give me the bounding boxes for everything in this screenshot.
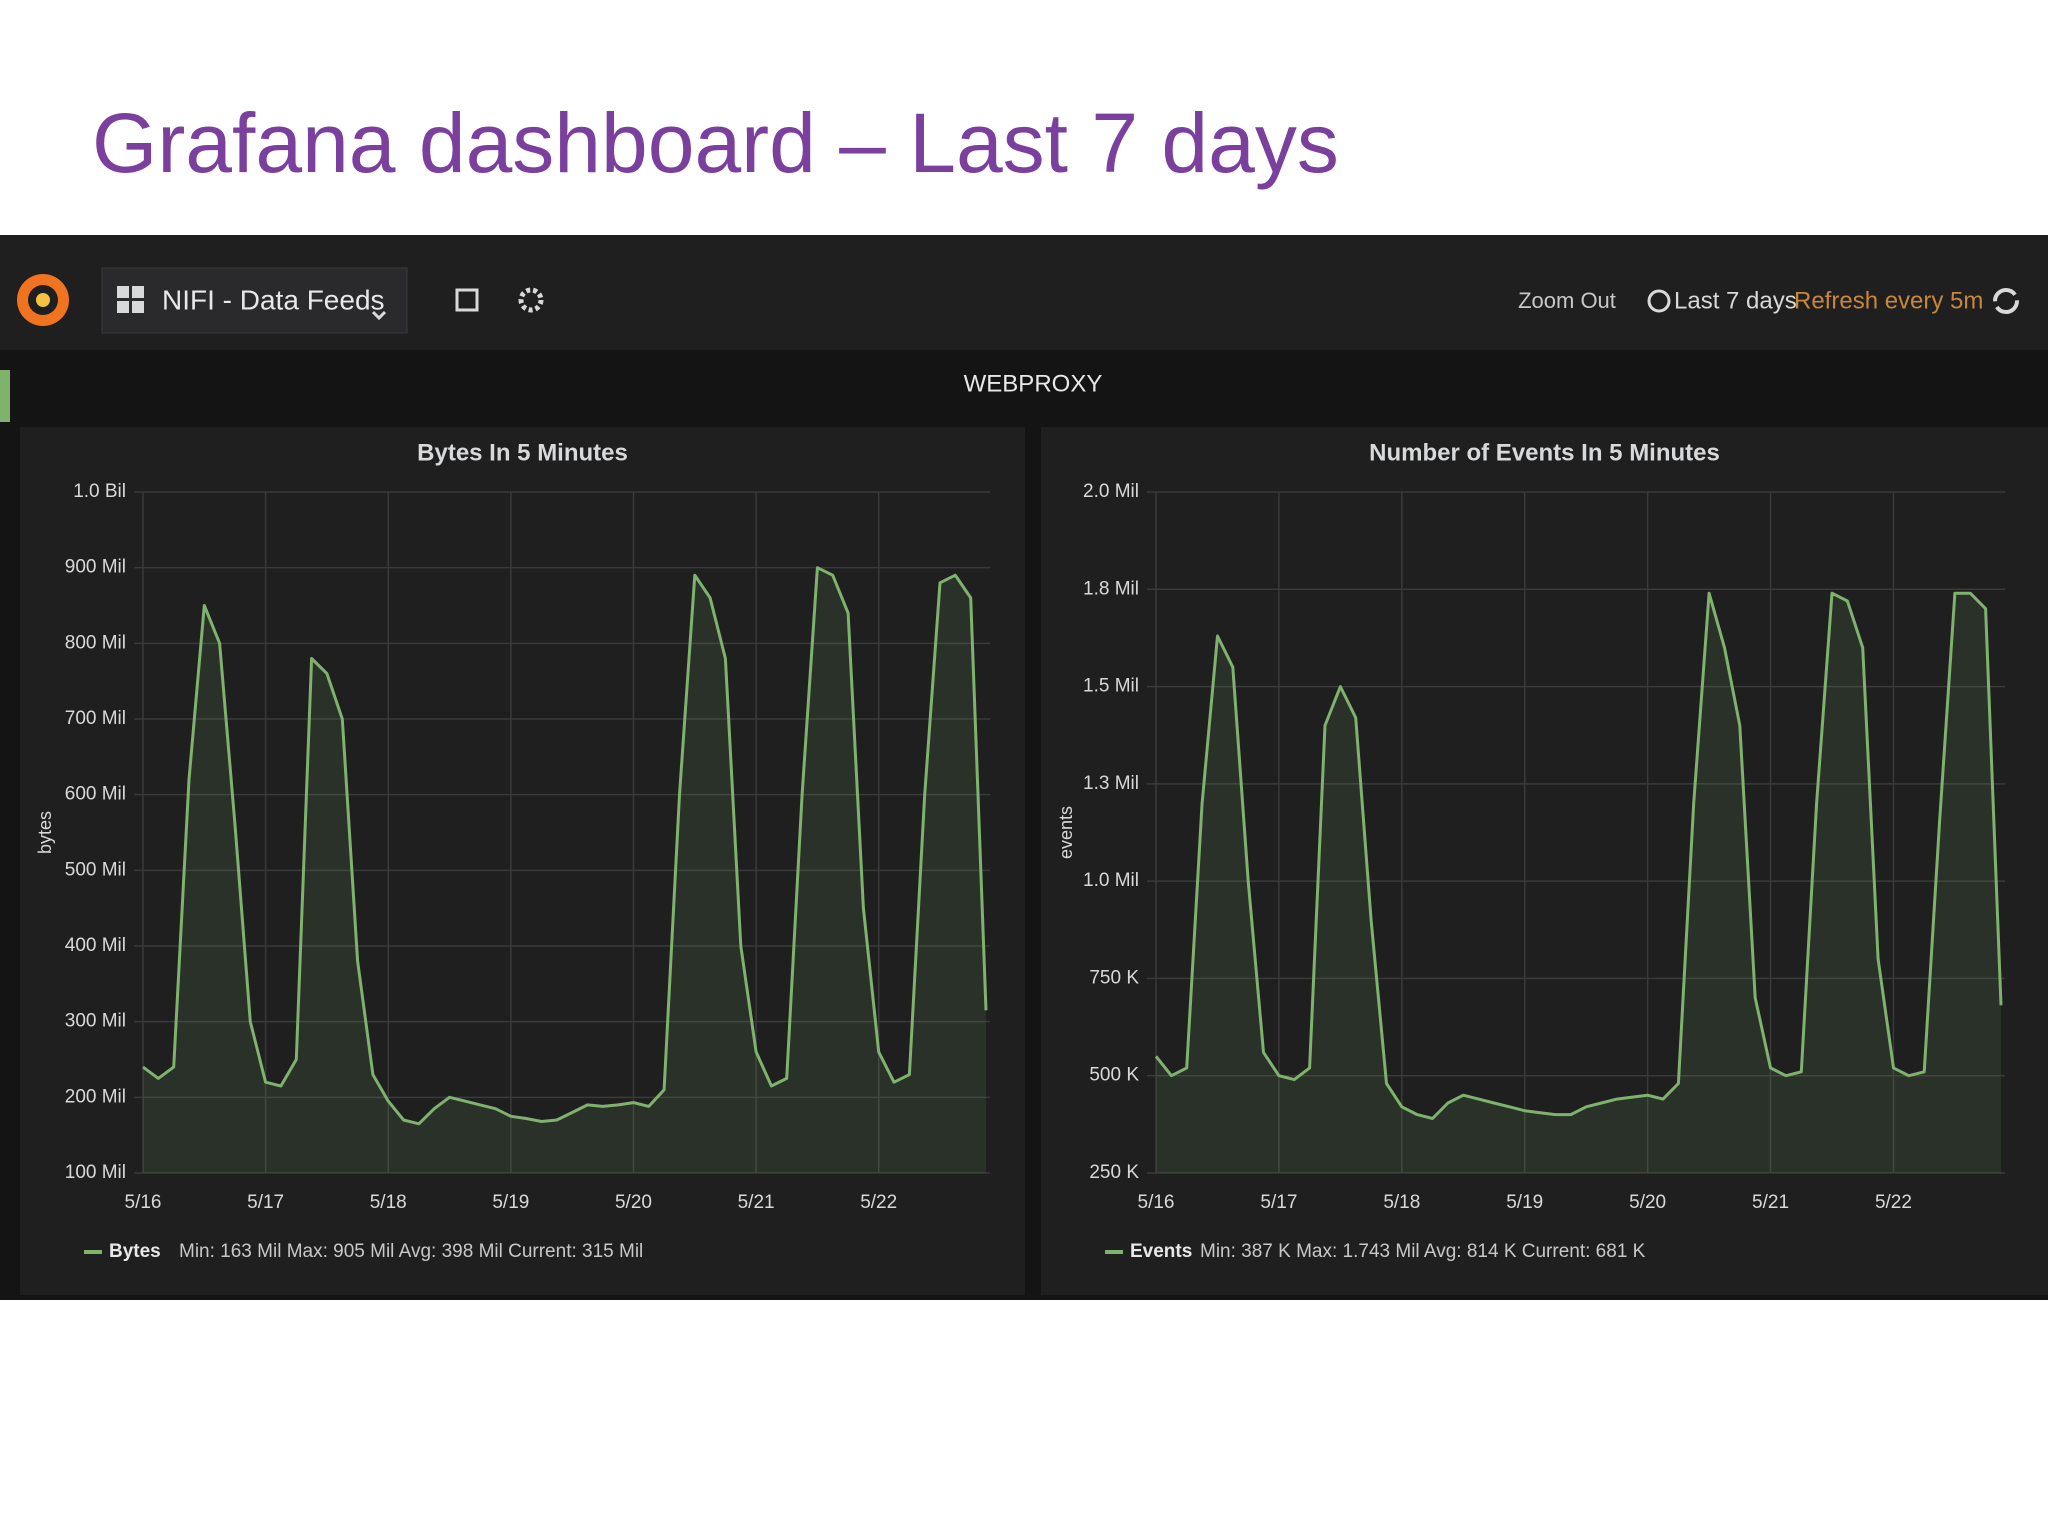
x-tick-label: 5/17 <box>1260 1192 1297 1213</box>
time-range[interactable]: Last 7 days <box>1674 287 1797 314</box>
share-icon[interactable] <box>455 288 479 312</box>
x-tick-label: 5/20 <box>1629 1192 1666 1213</box>
y-axis-label: events <box>1056 806 1076 859</box>
line <box>142 566 988 1126</box>
grid-icon <box>117 286 144 313</box>
y-tick-label: 600 Mil <box>65 784 126 805</box>
legend-stats: Min: 387 K Max: 1.743 Mil Avg: 814 K Cur… <box>1200 1241 1646 1262</box>
x-tick-label: 5/18 <box>370 1192 407 1213</box>
x-tick-label: 5/19 <box>492 1192 529 1213</box>
dashboard-picker[interactable] <box>101 267 408 334</box>
logo <box>17 274 69 326</box>
panel-title: Bytes In 5 Minutes <box>417 439 628 466</box>
y-tick-label: 500 K <box>1089 1065 1139 1086</box>
y-tick-label: 2.0 Mil <box>1083 481 1139 502</box>
y-tick-label: 750 K <box>1089 967 1139 988</box>
zoom-out[interactable]: Zoom Out <box>1518 288 1616 313</box>
y-axis-label: bytes <box>35 811 55 854</box>
x-tick-label: 5/20 <box>615 1192 652 1213</box>
x-tick-label: 5/21 <box>738 1192 775 1213</box>
panel-title: Number of Events In 5 Minutes <box>1369 439 1720 466</box>
legend-label: Bytes <box>109 1241 161 1262</box>
panel <box>1041 427 2048 1295</box>
x-tick-label: 5/18 <box>1383 1192 1420 1213</box>
row-marker <box>0 370 10 422</box>
settings-icon[interactable] <box>518 287 544 313</box>
y-tick-label: 250 K <box>1089 1162 1139 1183</box>
area <box>143 567 986 1173</box>
slide-title: Grafana dashboard – Last 7 days <box>92 96 1339 190</box>
x-tick-label: 5/19 <box>1506 1192 1543 1213</box>
area <box>1156 593 2001 1173</box>
y-tick-label: 1.0 Bil <box>73 481 126 502</box>
y-tick-label: 800 Mil <box>65 632 126 653</box>
y-tick-label: 1.0 Mil <box>1083 870 1139 891</box>
dashboard-name[interactable]: NIFI - Data Feeds <box>162 284 385 315</box>
y-tick-label: 300 Mil <box>65 1011 126 1032</box>
panel <box>20 427 1025 1295</box>
y-tick-label: 200 Mil <box>65 1086 126 1107</box>
x-tick-label: 5/22 <box>860 1192 897 1213</box>
x-tick-label: 5/21 <box>1752 1192 1789 1213</box>
y-tick-label: 900 Mil <box>65 557 126 578</box>
y-tick-label: 100 Mil <box>65 1162 126 1183</box>
y-tick-label: 1.8 Mil <box>1083 578 1139 599</box>
y-tick-label: 1.3 Mil <box>1083 773 1139 794</box>
y-tick-label: 400 Mil <box>65 935 126 956</box>
x-tick-label: 5/22 <box>1875 1192 1912 1213</box>
x-tick-label: 5/16 <box>1138 1192 1175 1213</box>
line <box>1154 591 2003 1120</box>
refresh-icon[interactable] <box>1993 288 2019 314</box>
caret <box>371 310 387 321</box>
refresh-interval[interactable]: Refresh every 5m <box>1794 287 1983 314</box>
x-tick-label: 5/17 <box>247 1192 284 1213</box>
clock-icon <box>1647 289 1671 313</box>
x-tick-label: 5/16 <box>125 1192 162 1213</box>
y-tick-label: 700 Mil <box>65 708 126 729</box>
y-tick-label: 500 Mil <box>65 859 126 880</box>
row-title: WEBPROXY <box>964 370 1103 397</box>
legend-label: Events <box>1130 1241 1192 1262</box>
y-tick-label: 1.5 Mil <box>1083 676 1139 697</box>
legend-stats: Min: 163 Mil Max: 905 Mil Avg: 398 Mil C… <box>179 1241 643 1262</box>
